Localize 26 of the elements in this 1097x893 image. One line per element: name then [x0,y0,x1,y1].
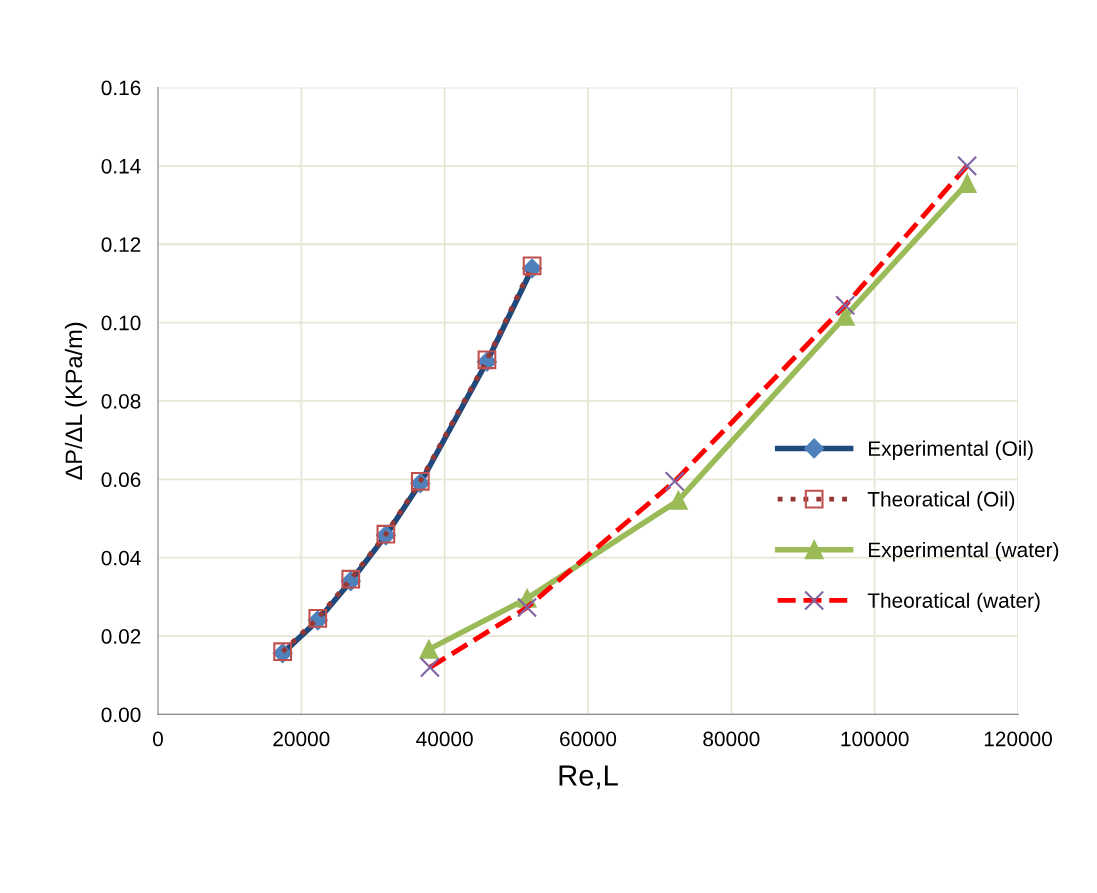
x-tick-label: 80000 [703,731,760,747]
legend-label: Theoratical (Oil) [867,491,1015,511]
point [668,491,688,510]
y-tick-label: 0.04 [101,550,141,566]
x-tick-label: 120000 [984,731,1052,747]
point [835,306,855,326]
x-tick-label: 100000 [841,731,909,747]
x-tick-label: 0 [152,731,163,747]
legend-label: Experimental (Oil) [869,440,1033,461]
x-tick-label: 20000 [273,731,330,747]
legend-label: Theoratical (water) [867,592,1040,613]
y-tick-label: 0.00 [101,707,141,723]
x-tick-label: 40000 [416,731,473,747]
x-axis-title: Re,L [559,765,618,790]
y-tick-label: 0.10 [101,315,141,331]
y-tick-label: 0.06 [101,472,141,488]
point [957,174,977,193]
legend-label: Experimental (water) [869,541,1059,562]
y-tick-label: 0.12 [101,237,141,252]
y-tick-label: 0.02 [101,629,141,644]
x-tick-label: 60000 [560,731,617,747]
y-tick-label: 0.16 [101,80,141,96]
y-tick-label: 0.08 [101,393,141,409]
point [419,639,439,659]
y-axis-title: ΔP/ΔL (KPa/m) [64,322,87,480]
y-tick-label: 0.14 [101,158,141,174]
